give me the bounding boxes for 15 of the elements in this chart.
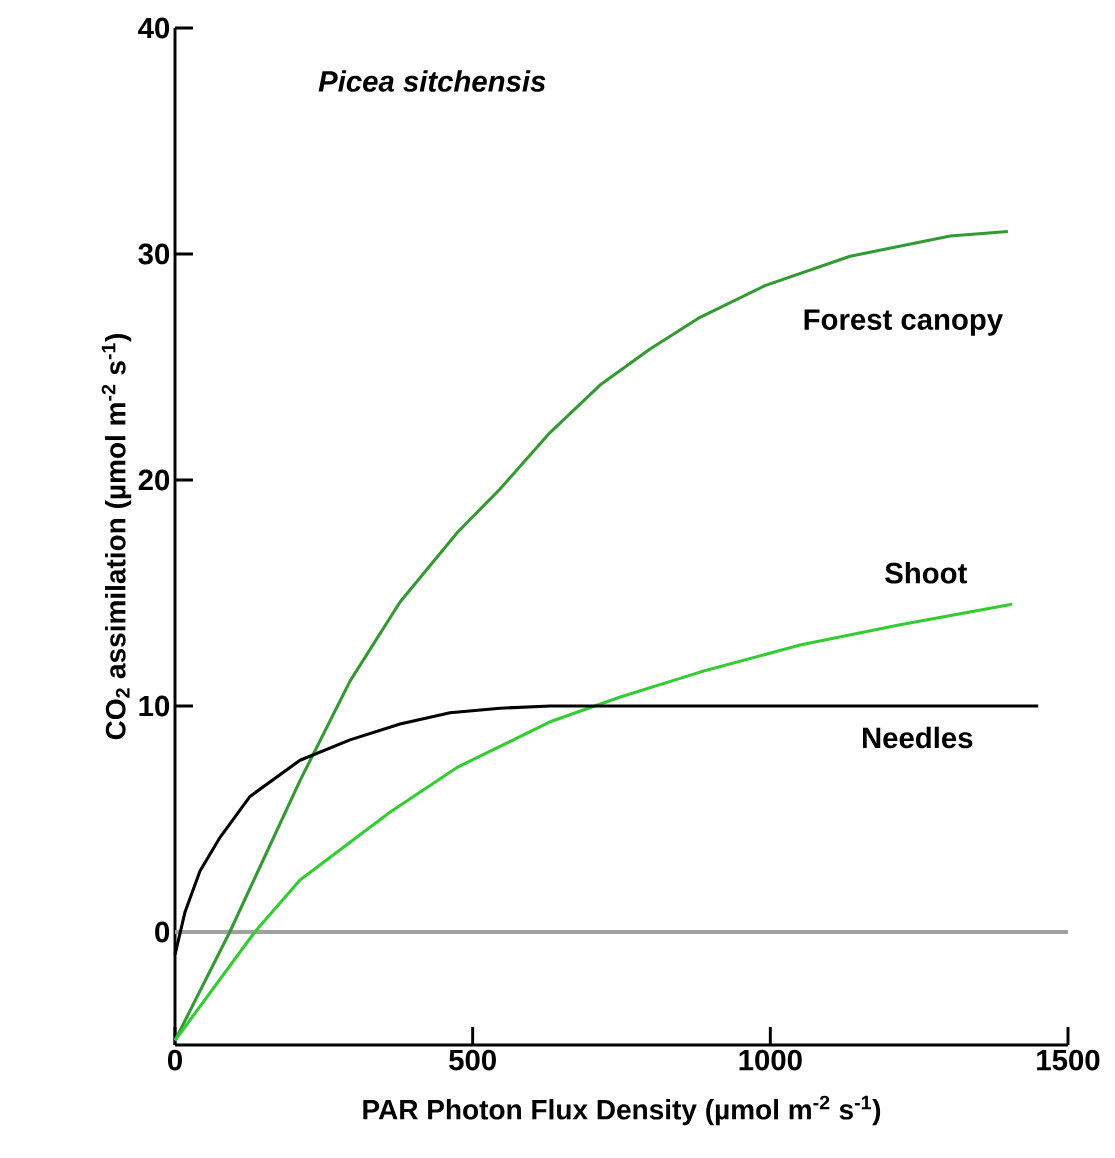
x-axis-title: PAR Photon Flux Density (µmol m$^{-2}$ s$^{-1}$) [363, 1095, 881, 1126]
text: Picea sitchensis [318, 70, 546, 92]
series-label: Needles [862, 726, 973, 749]
x-tick-label: 1500 [1037, 1049, 1100, 1071]
series-label: Forest canopy [804, 309, 1003, 336]
y-tick-label: 0 [155, 921, 170, 943]
y-tick-label: 10 [139, 695, 170, 717]
y-tick-label: 30 [138, 243, 170, 265]
y-tick-label: 40 [138, 17, 170, 39]
y-axis-title: CO$_{2}$ assimilation (µmol m$^{-2}$ s$^{-1}$) [101, 334, 132, 740]
y-tick-label: 20 [138, 469, 170, 491]
x-tick-label: 500 [449, 1049, 496, 1071]
series-label: Shoot [885, 562, 967, 584]
line-series [173, 602, 1014, 1043]
x-tick-label: 1000 [739, 1049, 802, 1071]
